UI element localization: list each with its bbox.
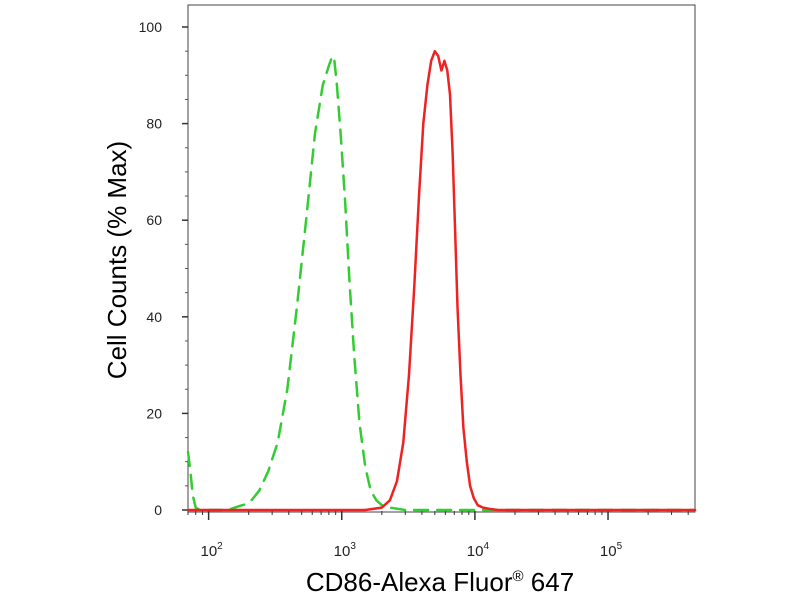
series-layer [186,49,697,512]
x-axis: 102 103 104 105 [187,511,689,560]
x-axis-title: CD86-Alexa Fluor® 647 [306,567,574,597]
y-tick-label-0: 0 [154,502,162,518]
x-axis-title-suffix: 647 [524,567,575,597]
plot-frame [187,4,696,513]
y-tick-label-40: 40 [146,309,162,325]
x-tick-label-2: 102 [200,541,223,560]
registered-mark: ® [512,568,523,585]
y-tick-label-80: 80 [146,116,162,132]
y-axis-title: Cell Counts (% Max) [102,141,132,379]
x-tick-label-5: 105 [600,541,623,560]
x-axis-title-main: CD86-Alexa Fluor [306,567,513,597]
y-tick-label-20: 20 [146,405,162,421]
y-tick-label-100: 100 [139,19,163,35]
x-tick-label-4: 104 [467,541,490,560]
x-tick-label-3: 103 [334,541,357,560]
histogram-series-sample [186,49,697,512]
y-tick-label-60: 60 [146,212,162,228]
y-axis: 0 20 40 60 80 100 [139,19,188,518]
